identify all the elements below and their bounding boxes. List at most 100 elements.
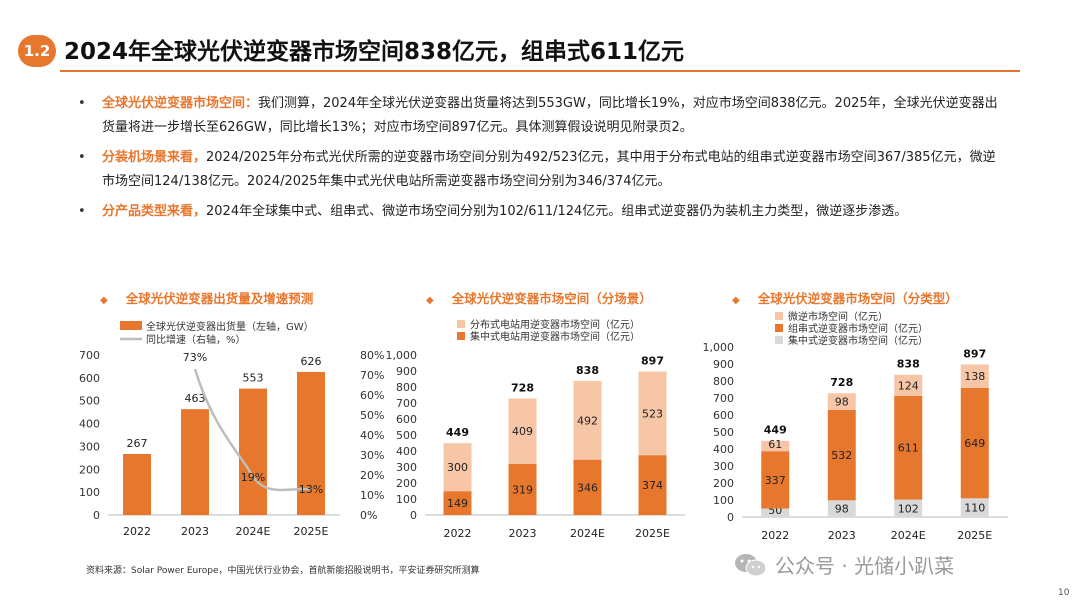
x-tick-label: 2024E — [891, 529, 926, 542]
stacked-bar-segment — [827, 500, 856, 517]
legend-label: 集中式电站用逆变器市场空间（亿元） — [470, 330, 640, 343]
legend-label: 分布式电站用逆变器市场空间（亿元） — [470, 318, 640, 331]
bar-value-label: 267 — [127, 437, 148, 450]
y-tick-label: 900 — [396, 365, 417, 378]
growth-rate-label: 73% — [183, 351, 207, 364]
legend-bar-swatch — [120, 321, 142, 330]
y-right-tick-label: 50% — [360, 409, 384, 422]
stacked-bar-segment — [761, 508, 790, 517]
bullet-list: • 全球光伏逆变器市场空间：我们测算，2024年全球光伏逆变器出货量将达到553… — [78, 92, 998, 230]
bar — [123, 453, 151, 515]
legend-swatch — [775, 312, 783, 320]
y-left-tick-label: 600 — [79, 372, 100, 385]
y-left-tick-label: 500 — [79, 395, 100, 408]
y-right-tick-label: 70% — [360, 369, 384, 382]
page-number: 10 — [1058, 588, 1070, 598]
stacked-bar-segment — [960, 498, 989, 517]
segment-value-label: 61 — [768, 438, 782, 451]
total-value-label: 449 — [446, 426, 469, 439]
stacked-bar-segment — [443, 491, 472, 515]
stacked-bar-segment — [508, 398, 537, 464]
legend-swatch — [457, 320, 465, 328]
y-tick-label: 0 — [410, 509, 417, 522]
stacked-bar-segment — [960, 387, 989, 499]
segment-value-label: 102 — [898, 502, 919, 515]
segment-value-label: 409 — [512, 425, 533, 438]
bullet-dot: • — [78, 96, 86, 111]
segment-value-label: 346 — [577, 481, 598, 494]
total-value-label: 897 — [641, 354, 664, 367]
stacked-bar-segment — [761, 440, 790, 452]
stacked-bar-segment — [573, 380, 602, 460]
chart-1-shipment: 0 100 200 300 400 500 600 700 0% 10% 20% 30% 40% 50% 6… — [79, 320, 384, 538]
total-value-label: 728 — [511, 382, 534, 395]
stacked-bar-segment — [761, 451, 790, 509]
x-tick-label: 2023 — [181, 525, 209, 538]
y-tick-label: 700 — [396, 397, 417, 410]
y-tick-label: 200 — [713, 477, 734, 490]
segment-value-label: 649 — [964, 437, 985, 450]
stacked-bar-segment — [827, 409, 856, 501]
legend-label: 集中式逆变器市场空间（亿元） — [788, 334, 928, 347]
chart-3-title-text: 全球光伏逆变器市场空间（分类型） — [757, 291, 958, 306]
chart-3-by-type: 01002003004005006007008009001,0005033761… — [703, 310, 1008, 542]
stacked-bar-segment — [508, 463, 537, 515]
segment-value-label: 492 — [577, 414, 598, 427]
x-tick-label: 2022 — [123, 525, 151, 538]
chart-2-title-text: 全球光伏逆变器市场空间（分场景） — [451, 291, 652, 306]
legend-bar-label: 全球光伏逆变器出货量（左轴，GW） — [146, 320, 314, 333]
bullet-dot: • — [78, 204, 86, 219]
total-value-label: 897 — [963, 348, 986, 361]
x-tick-label: 2025E — [957, 529, 992, 542]
stacked-bar-segment — [894, 374, 923, 396]
segment-value-label: 138 — [964, 370, 985, 383]
source-note: 资料来源：Solar Power Europe，中国光伏行业协会，首航新能招股说… — [86, 566, 480, 576]
legend-label: 微逆市场空间（亿元） — [788, 310, 888, 323]
y-left-tick-label: 200 — [79, 463, 100, 476]
title-divider — [60, 70, 1020, 72]
y-tick-label: 700 — [713, 392, 734, 405]
y-left-tick-label: 300 — [79, 440, 100, 453]
segment-value-label: 611 — [898, 442, 919, 455]
segment-value-label: 337 — [765, 474, 786, 487]
segment-value-label: 532 — [831, 449, 852, 462]
x-tick-label: 2023 — [509, 527, 537, 540]
watermark-text: 公众号 · 光储小趴菜 — [775, 554, 955, 578]
segment-value-label: 319 — [512, 483, 533, 496]
y-left-tick-label: 0 — [93, 509, 100, 522]
y-tick-label: 800 — [396, 381, 417, 394]
y-tick-label: 100 — [713, 494, 734, 507]
y-tick-label: 900 — [713, 358, 734, 371]
segment-value-label: 374 — [642, 479, 663, 492]
x-tick-label: 2025E — [294, 525, 329, 538]
bar-value-label: 553 — [243, 372, 264, 385]
bullet-highlight: 全球光伏逆变器市场空间： — [102, 96, 259, 111]
stacked-bar-segment — [827, 393, 856, 410]
x-tick-label: 2022 — [761, 529, 789, 542]
total-value-label: 449 — [764, 424, 787, 437]
legend-label: 组串式逆变器市场空间（亿元） — [788, 322, 928, 335]
bullet-dot: • — [78, 150, 86, 165]
y-tick-label: 600 — [396, 413, 417, 426]
segment-value-label: 110 — [964, 502, 985, 515]
y-tick-label: 400 — [713, 443, 734, 456]
legend-line-label: 同比增速（右轴，%） — [146, 333, 246, 346]
bullet-highlight: 分装机场景来看， — [102, 150, 207, 165]
y-tick-label: 1,000 — [703, 341, 735, 354]
y-tick-label: 500 — [713, 426, 734, 439]
segment-value-label: 523 — [642, 407, 663, 420]
bullet-text: 我们测算，2024年全球光伏逆变器出货量将达到553GW，同比增长19%，对应市… — [102, 96, 998, 135]
chart-3-title: ◆ 全球光伏逆变器市场空间（分类型） — [732, 288, 958, 307]
watermark: 公众号 · 光储小趴菜 — [733, 550, 954, 579]
x-tick-label: 2022 — [444, 527, 472, 540]
y-tick-label: 400 — [396, 445, 417, 458]
y-left-tick-label: 400 — [79, 418, 100, 431]
segment-value-label: 98 — [835, 503, 849, 516]
y-right-tick-label: 20% — [360, 469, 384, 482]
y-right-tick-label: 0% — [360, 509, 377, 522]
total-value-label: 728 — [830, 376, 853, 389]
bullet-text: 2024/2025年分布式光伏所需的逆变器市场空间分别为492/523亿元，其中… — [102, 150, 996, 189]
y-tick-label: 600 — [713, 409, 734, 422]
y-left-tick-label: 100 — [79, 486, 100, 499]
y-tick-label: 300 — [713, 460, 734, 473]
